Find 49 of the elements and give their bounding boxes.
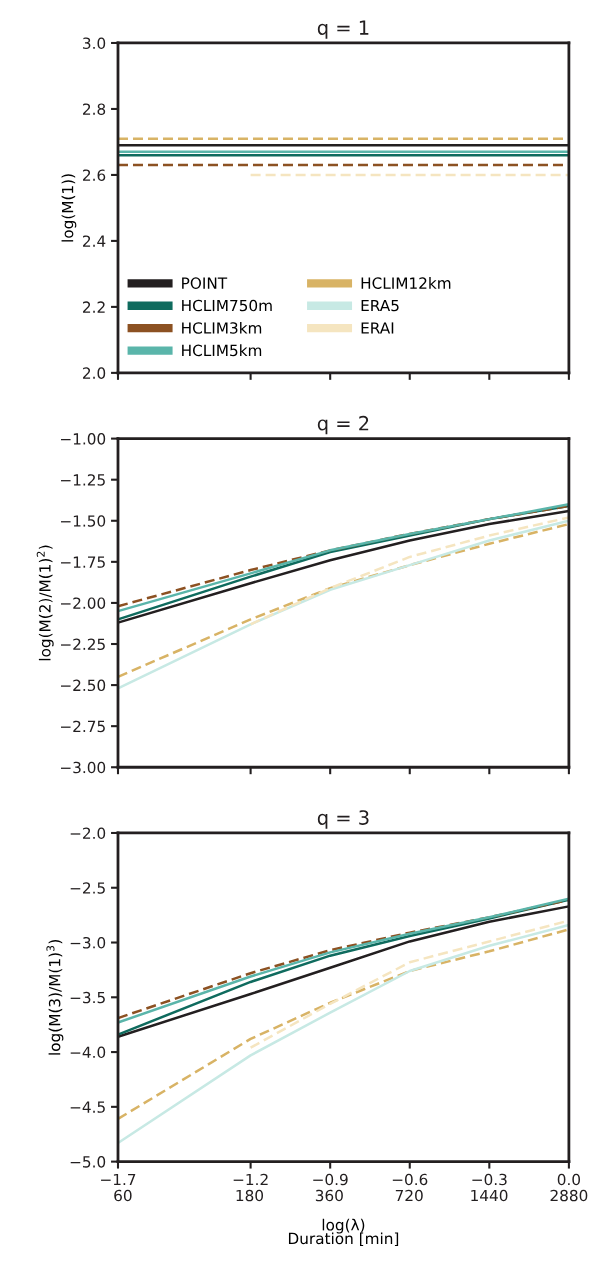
- y-tick-label: 3.0: [83, 37, 106, 49]
- x-tick-label: −0.9: [313, 1173, 348, 1186]
- legend-label: HCLIM750m: [182, 299, 272, 312]
- legend-label: HCLIM12km: [361, 277, 451, 289]
- legend-label: POINT: [182, 277, 228, 289]
- y-tick-label: −1.75: [60, 556, 105, 568]
- y-tick-label: −1.00: [60, 433, 106, 445]
- chart-title: q = 1: [317, 20, 369, 39]
- y-tick-label: 2.0: [83, 367, 106, 379]
- y-tick-label: −2.75: [60, 720, 105, 733]
- x2-tick-label: 1440: [471, 1189, 508, 1202]
- y-tick-label: −3.00: [60, 761, 106, 774]
- x-tick-label: −1.7: [101, 1173, 136, 1186]
- legend-label: ERAI: [361, 322, 394, 334]
- y-tick-label: −4.0: [70, 1046, 106, 1059]
- y-tick-label: −2.0: [70, 827, 106, 839]
- line-series: [249, 516, 569, 626]
- legend-label: HCLIM5km: [182, 344, 262, 357]
- x2-tick-label: 720: [395, 1189, 423, 1202]
- y-tick-label: −1.25: [60, 474, 105, 486]
- x-tick-label: −1.2: [233, 1173, 268, 1186]
- x2-tick-label: 180: [236, 1189, 264, 1202]
- x-tick-label: −0.6: [392, 1173, 428, 1186]
- x-axis-title: log(λ) Duration [min]: [288, 1218, 399, 1247]
- y-axis-title: log(M(3)/M(1)$^{3}$): [46, 939, 64, 1055]
- x2-tick-label: 360: [315, 1189, 343, 1202]
- y-tick-label: −2.25: [60, 638, 105, 651]
- x2-tick-label: 2880: [550, 1189, 588, 1202]
- y-tick-label: −3.0: [70, 936, 106, 949]
- legend-label: HCLIM3km: [182, 321, 262, 334]
- y-tick-label: −2.50: [60, 679, 106, 692]
- legend-label: ERA5: [361, 299, 399, 312]
- x-tick-label: −0.3: [472, 1173, 507, 1186]
- x2-tick-label: 60: [114, 1189, 132, 1202]
- y-tick-label: −4.5: [70, 1101, 105, 1113]
- y-tick-label: −1.50: [60, 515, 106, 527]
- y-tick-label: −2.5: [70, 882, 105, 894]
- y-axis-title: log(M(1)): [61, 174, 77, 242]
- y-tick-label: 2.6: [83, 169, 106, 181]
- y-axis-title: log(M(2)/M(1)$^{2}$): [36, 545, 54, 661]
- y-tick-label: −2.00: [60, 597, 106, 609]
- x-tick-label: 0.0: [557, 1173, 581, 1186]
- y-tick-label: −5.0: [70, 1156, 106, 1168]
- y-tick-label: 2.2: [83, 301, 105, 313]
- y-tick-label: 2.4: [83, 235, 106, 247]
- y-tick-label: −3.5: [70, 991, 105, 1004]
- chart-title: q = 3: [317, 810, 369, 829]
- y-tick-label: 2.8: [83, 103, 106, 115]
- chart-title: q = 2: [317, 415, 369, 435]
